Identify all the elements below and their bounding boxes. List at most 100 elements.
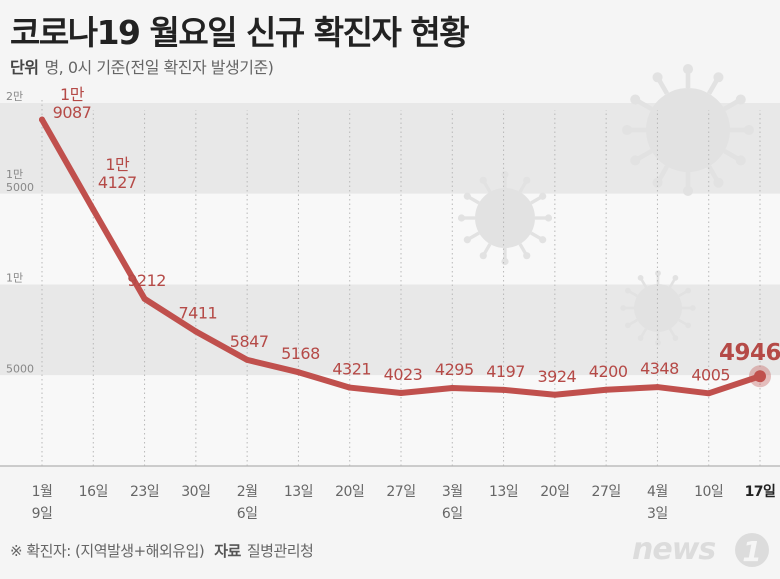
y-tick-line: 5000 bbox=[6, 181, 34, 194]
virus-spike-tip bbox=[637, 274, 644, 281]
x-tick-label-5: 13일 bbox=[284, 484, 313, 500]
x-tick-label-8: 3월 6일 bbox=[442, 484, 463, 522]
x-tick-line: 20일 bbox=[335, 484, 364, 500]
logo-mark: 1 bbox=[742, 535, 761, 568]
virus-spike-tip bbox=[624, 322, 631, 329]
data-point-3 bbox=[192, 328, 199, 335]
x-tick-label-10: 20일 bbox=[540, 484, 569, 500]
virus-icon-small bbox=[620, 270, 696, 346]
source-name: 질병관리청 bbox=[246, 542, 314, 560]
data-point-6 bbox=[346, 384, 353, 391]
x-tick-label-14: 17일 bbox=[745, 484, 776, 500]
data-label-5: 5168 bbox=[281, 344, 320, 363]
virus-spike-tip bbox=[713, 177, 724, 188]
data-point-10 bbox=[551, 391, 558, 398]
virus-spike-tip bbox=[655, 339, 661, 346]
logo-circle bbox=[735, 533, 769, 567]
x-tick-line: 6일 bbox=[237, 506, 258, 522]
virus-spike-tip bbox=[689, 305, 696, 311]
virus-spike-tip bbox=[479, 252, 487, 260]
virus-spike-tip bbox=[637, 335, 644, 342]
virus-spike-tip bbox=[544, 214, 553, 222]
virus-spike-tip bbox=[463, 192, 471, 200]
virus-spike-tip bbox=[713, 72, 724, 83]
data-label-line: 4127 bbox=[98, 173, 137, 192]
data-point-0 bbox=[39, 116, 45, 123]
page-title: 코로나19 월요일 신규 확진자 현황 bbox=[10, 13, 470, 52]
x-tick-line: 6일 bbox=[442, 506, 463, 522]
y-tick-label-3: 5000 bbox=[6, 362, 34, 375]
virus-spike-tip bbox=[479, 176, 487, 184]
y-tick-line: 2만 bbox=[6, 90, 23, 103]
virus-spike-tip bbox=[523, 176, 531, 184]
virus-spike-tip bbox=[672, 335, 679, 342]
virus-body bbox=[475, 188, 535, 248]
virus-spike-tip bbox=[743, 124, 754, 136]
unit-note: 단위 명, 0시 기준(전일 확진자 발생기준) bbox=[10, 54, 274, 78]
virus-spike-tip bbox=[501, 170, 509, 179]
data-label-line: 1만 bbox=[60, 85, 85, 104]
x-tick-line: 1월 bbox=[32, 484, 53, 500]
x-tick-line: 13일 bbox=[284, 484, 313, 500]
virus-icon-large bbox=[622, 64, 754, 196]
x-tick-label-0: 1월 9일 bbox=[32, 484, 53, 522]
virus-spike-tip bbox=[463, 236, 471, 244]
virus-spike-tip bbox=[682, 64, 694, 75]
y-tick-line: 1만 bbox=[6, 168, 23, 181]
x-tick-label-4: 2월 6일 bbox=[237, 484, 258, 522]
virus-spike-tip bbox=[652, 177, 663, 188]
virus-spike-tip bbox=[523, 252, 531, 260]
data-label-7: 4023 bbox=[384, 365, 423, 384]
x-tick-line: 4월 bbox=[647, 484, 668, 500]
data-label-3: 7411 bbox=[178, 303, 217, 322]
x-tick-line: 13일 bbox=[489, 484, 518, 500]
x-tick-label-7: 27일 bbox=[386, 484, 415, 500]
news1-logo: news 1 bbox=[632, 532, 769, 568]
x-tick-label-2: 23일 bbox=[130, 484, 159, 500]
data-label-9: 4197 bbox=[486, 362, 525, 381]
virus-spike-tip bbox=[685, 287, 692, 294]
data-label-0: 1만 9087 bbox=[53, 85, 92, 122]
y-tick-label-1: 1만 5000 bbox=[6, 168, 34, 194]
data-label-2: 9212 bbox=[127, 271, 166, 290]
virus-spike-tip bbox=[457, 214, 466, 222]
data-label-10: 3924 bbox=[537, 367, 576, 386]
data-label-11: 4200 bbox=[589, 362, 628, 381]
virus-spike-tip bbox=[539, 192, 547, 200]
virus-spike-tip bbox=[624, 287, 631, 294]
virus-body bbox=[634, 284, 682, 332]
data-label-line: 1만 bbox=[105, 155, 130, 174]
virus-spike-tip bbox=[682, 185, 694, 196]
x-tick-label-9: 13일 bbox=[489, 484, 518, 500]
x-tick-line: 16일 bbox=[79, 484, 108, 500]
x-tick-line: 10일 bbox=[694, 484, 723, 500]
data-point-13 bbox=[705, 390, 712, 397]
virus-spike-tip bbox=[652, 72, 663, 83]
virus-spike-tip bbox=[672, 274, 679, 281]
data-point-8 bbox=[449, 385, 456, 392]
virus-spike-tip bbox=[539, 236, 547, 244]
x-tick-line: 2월 bbox=[237, 484, 258, 500]
footnote: ※ 확진자: (지역발생+해외유입) 자료 질병관리청 bbox=[10, 540, 314, 561]
x-tick-line: 27일 bbox=[386, 484, 415, 500]
virus-spike-tip bbox=[501, 257, 509, 266]
data-point-4 bbox=[244, 356, 251, 363]
x-tick-label-6: 20일 bbox=[335, 484, 364, 500]
data-point-11 bbox=[603, 386, 610, 393]
virus-spike-tip bbox=[735, 155, 746, 166]
data-point-5 bbox=[295, 369, 302, 376]
virus-spike-tip bbox=[622, 124, 633, 136]
y-tick-label-2: 1만 bbox=[6, 272, 23, 285]
x-tick-label-3: 30일 bbox=[181, 484, 210, 500]
footnote-note: ※ 확진자: (지역발생+해외유입) bbox=[10, 542, 205, 560]
logo-text: news bbox=[632, 532, 715, 567]
data-label-8: 4295 bbox=[435, 360, 474, 379]
data-label-6: 4321 bbox=[332, 360, 371, 379]
virus-spike-tip bbox=[735, 94, 746, 105]
data-point-12 bbox=[654, 384, 661, 391]
band-1 bbox=[0, 193, 780, 285]
data-point-14 bbox=[754, 370, 766, 383]
x-tick-line: 30일 bbox=[181, 484, 210, 500]
data-point-9 bbox=[500, 386, 507, 393]
